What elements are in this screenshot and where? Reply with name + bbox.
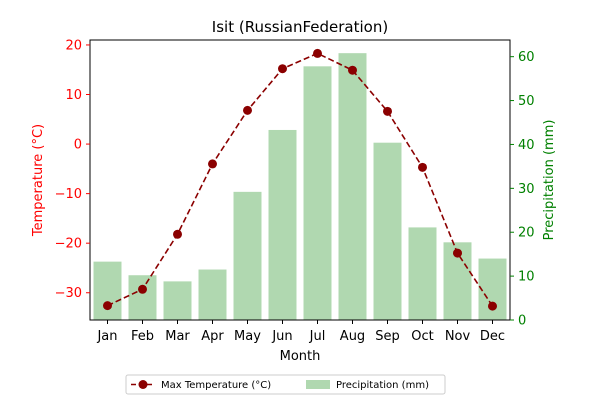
y-left-tick-label: −20 bbox=[55, 237, 82, 252]
precipitation-bar-jul bbox=[303, 66, 332, 320]
precipitation-bar-jun bbox=[268, 129, 297, 320]
x-tick-label-feb: Feb bbox=[131, 329, 154, 344]
y-axis-right: 0 10 20 30 40 50 60 bbox=[510, 50, 535, 329]
y-right-tick-label: 10 bbox=[518, 270, 535, 285]
y-left-tick-label: 0 bbox=[74, 138, 82, 153]
temperature-line-path bbox=[107, 52, 494, 307]
x-tick-label-mar: Mar bbox=[165, 329, 190, 344]
legend-bar-swatch bbox=[306, 380, 330, 389]
precipitation-bar-oct bbox=[408, 227, 437, 320]
chart-title: Isit (RussianFederation) bbox=[212, 18, 388, 36]
plot-frame bbox=[89, 39, 511, 321]
y-right-tick-label: 0 bbox=[518, 314, 526, 329]
temperature-point-jun bbox=[278, 64, 287, 74]
y-left-tick-label: −10 bbox=[55, 187, 82, 202]
y-left-tick-label: 10 bbox=[65, 88, 82, 103]
temperature-point-jan bbox=[103, 301, 112, 311]
x-tick-label-nov: Nov bbox=[445, 329, 471, 344]
temperature-point-may bbox=[243, 105, 252, 115]
temperature-point-mar bbox=[173, 229, 182, 239]
precipitation-bar-jan bbox=[93, 261, 122, 320]
x-tick-label-dec: Dec bbox=[480, 329, 505, 344]
precipitation-bar-feb bbox=[128, 275, 157, 320]
x-tick-label-apr: Apr bbox=[201, 329, 224, 344]
x-tick-label-oct: Oct bbox=[411, 329, 433, 344]
x-tick-label-sep: Sep bbox=[375, 329, 400, 344]
y-axis-left-label: Temperature (°C) bbox=[31, 124, 46, 237]
y-right-tick-label: 60 bbox=[518, 50, 535, 65]
precipitation-bar-sep bbox=[373, 142, 402, 320]
y-right-tick-label: 20 bbox=[518, 226, 535, 241]
legend-temperature-label: Max Temperature (°C) bbox=[161, 380, 271, 391]
temperature-point-jul bbox=[313, 48, 322, 58]
x-tick-label-jun: Jun bbox=[271, 329, 292, 344]
precipitation-bars bbox=[93, 53, 507, 321]
precipitation-bar-mar bbox=[163, 281, 192, 320]
x-axis-label: Month bbox=[280, 349, 321, 364]
temperature-point-oct bbox=[418, 162, 427, 172]
y-right-tick-label: 30 bbox=[518, 182, 535, 197]
precipitation-bar-apr bbox=[198, 269, 227, 320]
temperature-line bbox=[103, 48, 497, 311]
temperature-point-apr bbox=[208, 159, 217, 169]
temperature-point-aug bbox=[348, 65, 357, 75]
y-axis-left: −30 −20 −10 0 10 20 bbox=[55, 38, 90, 301]
x-axis: Jan Feb Mar Apr May Jun Jul Aug Sep Oct Nov Dec bbox=[96, 320, 505, 344]
legend-frame bbox=[125, 374, 446, 395]
y-left-tick-label: 20 bbox=[65, 38, 82, 53]
x-tick-label-aug: Aug bbox=[340, 329, 365, 344]
legend: Max Temperature (°C) Precipitation (mm) bbox=[125, 374, 446, 395]
precipitation-bar-dec bbox=[478, 258, 507, 320]
y-right-tick-label: 40 bbox=[518, 138, 535, 153]
temperature-point-dec bbox=[488, 301, 497, 311]
y-axis-right-label: Precipitation (mm) bbox=[542, 120, 557, 241]
precipitation-bar-aug bbox=[338, 53, 367, 321]
legend-precipitation-label: Precipitation (mm) bbox=[336, 380, 429, 391]
legend-line-marker bbox=[138, 380, 148, 389]
x-tick-label-may: May bbox=[234, 329, 261, 344]
precipitation-bar-may bbox=[233, 191, 262, 320]
x-tick-label-jan: Jan bbox=[96, 329, 117, 344]
temperature-point-sep bbox=[383, 106, 392, 116]
x-tick-label-jul: Jul bbox=[309, 329, 326, 344]
y-left-tick-label: −30 bbox=[55, 286, 82, 301]
temperature-point-feb bbox=[138, 284, 147, 294]
y-right-tick-label: 50 bbox=[518, 94, 535, 109]
temperature-point-nov bbox=[453, 248, 462, 258]
